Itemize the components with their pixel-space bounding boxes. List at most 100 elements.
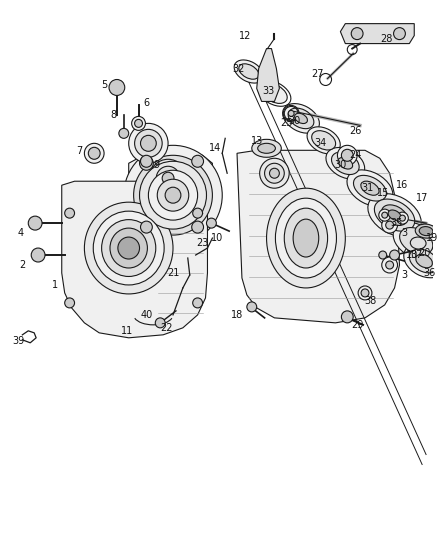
- Text: 12: 12: [238, 30, 251, 41]
- Text: 23: 23: [196, 238, 208, 248]
- Ellipse shape: [101, 220, 155, 277]
- Text: 34: 34: [314, 139, 326, 148]
- Ellipse shape: [133, 155, 212, 235]
- Circle shape: [385, 221, 393, 229]
- Ellipse shape: [284, 208, 327, 268]
- Text: 27: 27: [311, 69, 323, 78]
- Ellipse shape: [414, 224, 436, 238]
- Circle shape: [378, 209, 390, 221]
- Circle shape: [131, 116, 145, 131]
- Text: 38: 38: [363, 296, 375, 306]
- Text: 15: 15: [376, 188, 388, 198]
- Text: 22: 22: [159, 323, 172, 333]
- Text: 25: 25: [279, 118, 292, 128]
- Ellipse shape: [325, 148, 364, 179]
- Ellipse shape: [410, 237, 425, 249]
- Text: 7: 7: [76, 146, 82, 156]
- Text: 10: 10: [211, 233, 223, 243]
- Circle shape: [191, 221, 203, 233]
- Circle shape: [119, 128, 128, 139]
- Ellipse shape: [238, 64, 258, 79]
- Circle shape: [191, 155, 203, 167]
- Ellipse shape: [408, 249, 438, 273]
- Ellipse shape: [346, 170, 392, 206]
- Circle shape: [337, 146, 357, 165]
- Ellipse shape: [293, 219, 318, 257]
- Circle shape: [341, 311, 353, 323]
- Ellipse shape: [156, 166, 180, 190]
- Circle shape: [341, 149, 353, 161]
- Circle shape: [357, 286, 371, 300]
- Text: 3: 3: [400, 270, 406, 280]
- Circle shape: [139, 156, 153, 170]
- Text: 20: 20: [417, 248, 429, 258]
- Ellipse shape: [374, 199, 414, 231]
- Text: 28: 28: [380, 34, 392, 44]
- Ellipse shape: [331, 152, 358, 174]
- Circle shape: [389, 250, 399, 260]
- Ellipse shape: [294, 113, 307, 124]
- Text: 19: 19: [425, 233, 437, 243]
- Ellipse shape: [418, 227, 432, 236]
- Ellipse shape: [399, 228, 432, 255]
- Text: 26: 26: [348, 126, 360, 136]
- Circle shape: [192, 208, 202, 218]
- Ellipse shape: [311, 131, 335, 150]
- Text: 4: 4: [17, 228, 23, 238]
- Text: 31: 31: [360, 183, 372, 193]
- Ellipse shape: [392, 222, 438, 260]
- Circle shape: [246, 302, 256, 312]
- Ellipse shape: [415, 254, 431, 268]
- Ellipse shape: [353, 175, 385, 201]
- Ellipse shape: [264, 163, 284, 183]
- Circle shape: [399, 215, 404, 221]
- Ellipse shape: [269, 168, 279, 178]
- Ellipse shape: [360, 181, 378, 195]
- Text: 30: 30: [333, 160, 346, 170]
- Ellipse shape: [259, 158, 289, 188]
- Ellipse shape: [403, 244, 438, 278]
- Ellipse shape: [128, 123, 168, 163]
- Ellipse shape: [93, 211, 164, 285]
- Ellipse shape: [117, 237, 139, 259]
- Ellipse shape: [251, 139, 281, 157]
- Ellipse shape: [261, 84, 286, 103]
- Circle shape: [381, 212, 387, 218]
- Ellipse shape: [162, 172, 173, 184]
- Polygon shape: [237, 150, 399, 323]
- Text: 29: 29: [350, 320, 363, 330]
- Circle shape: [381, 217, 396, 233]
- Circle shape: [140, 155, 152, 167]
- Circle shape: [192, 298, 202, 308]
- Ellipse shape: [257, 143, 275, 154]
- Text: 36: 36: [422, 268, 434, 278]
- Ellipse shape: [157, 179, 188, 211]
- Text: 8: 8: [111, 110, 117, 120]
- Ellipse shape: [381, 205, 406, 225]
- Circle shape: [393, 28, 404, 39]
- Ellipse shape: [139, 161, 206, 229]
- Circle shape: [28, 216, 42, 230]
- Text: 14: 14: [209, 143, 221, 154]
- Polygon shape: [256, 49, 279, 101]
- Polygon shape: [339, 23, 413, 44]
- Circle shape: [396, 212, 407, 224]
- Text: 13: 13: [250, 136, 262, 147]
- Text: 17: 17: [415, 193, 427, 203]
- Text: 16: 16: [396, 180, 408, 190]
- Ellipse shape: [134, 130, 162, 157]
- Circle shape: [206, 218, 216, 228]
- Ellipse shape: [337, 157, 352, 169]
- Circle shape: [31, 248, 45, 262]
- Polygon shape: [62, 181, 207, 338]
- Text: 3: 3: [400, 228, 406, 238]
- Ellipse shape: [148, 170, 197, 220]
- Circle shape: [84, 143, 104, 163]
- Ellipse shape: [387, 210, 400, 220]
- Text: 33: 33: [262, 86, 274, 96]
- Ellipse shape: [149, 159, 186, 197]
- Circle shape: [155, 318, 165, 328]
- Ellipse shape: [306, 127, 339, 154]
- Text: 18: 18: [230, 310, 243, 320]
- Circle shape: [64, 298, 74, 308]
